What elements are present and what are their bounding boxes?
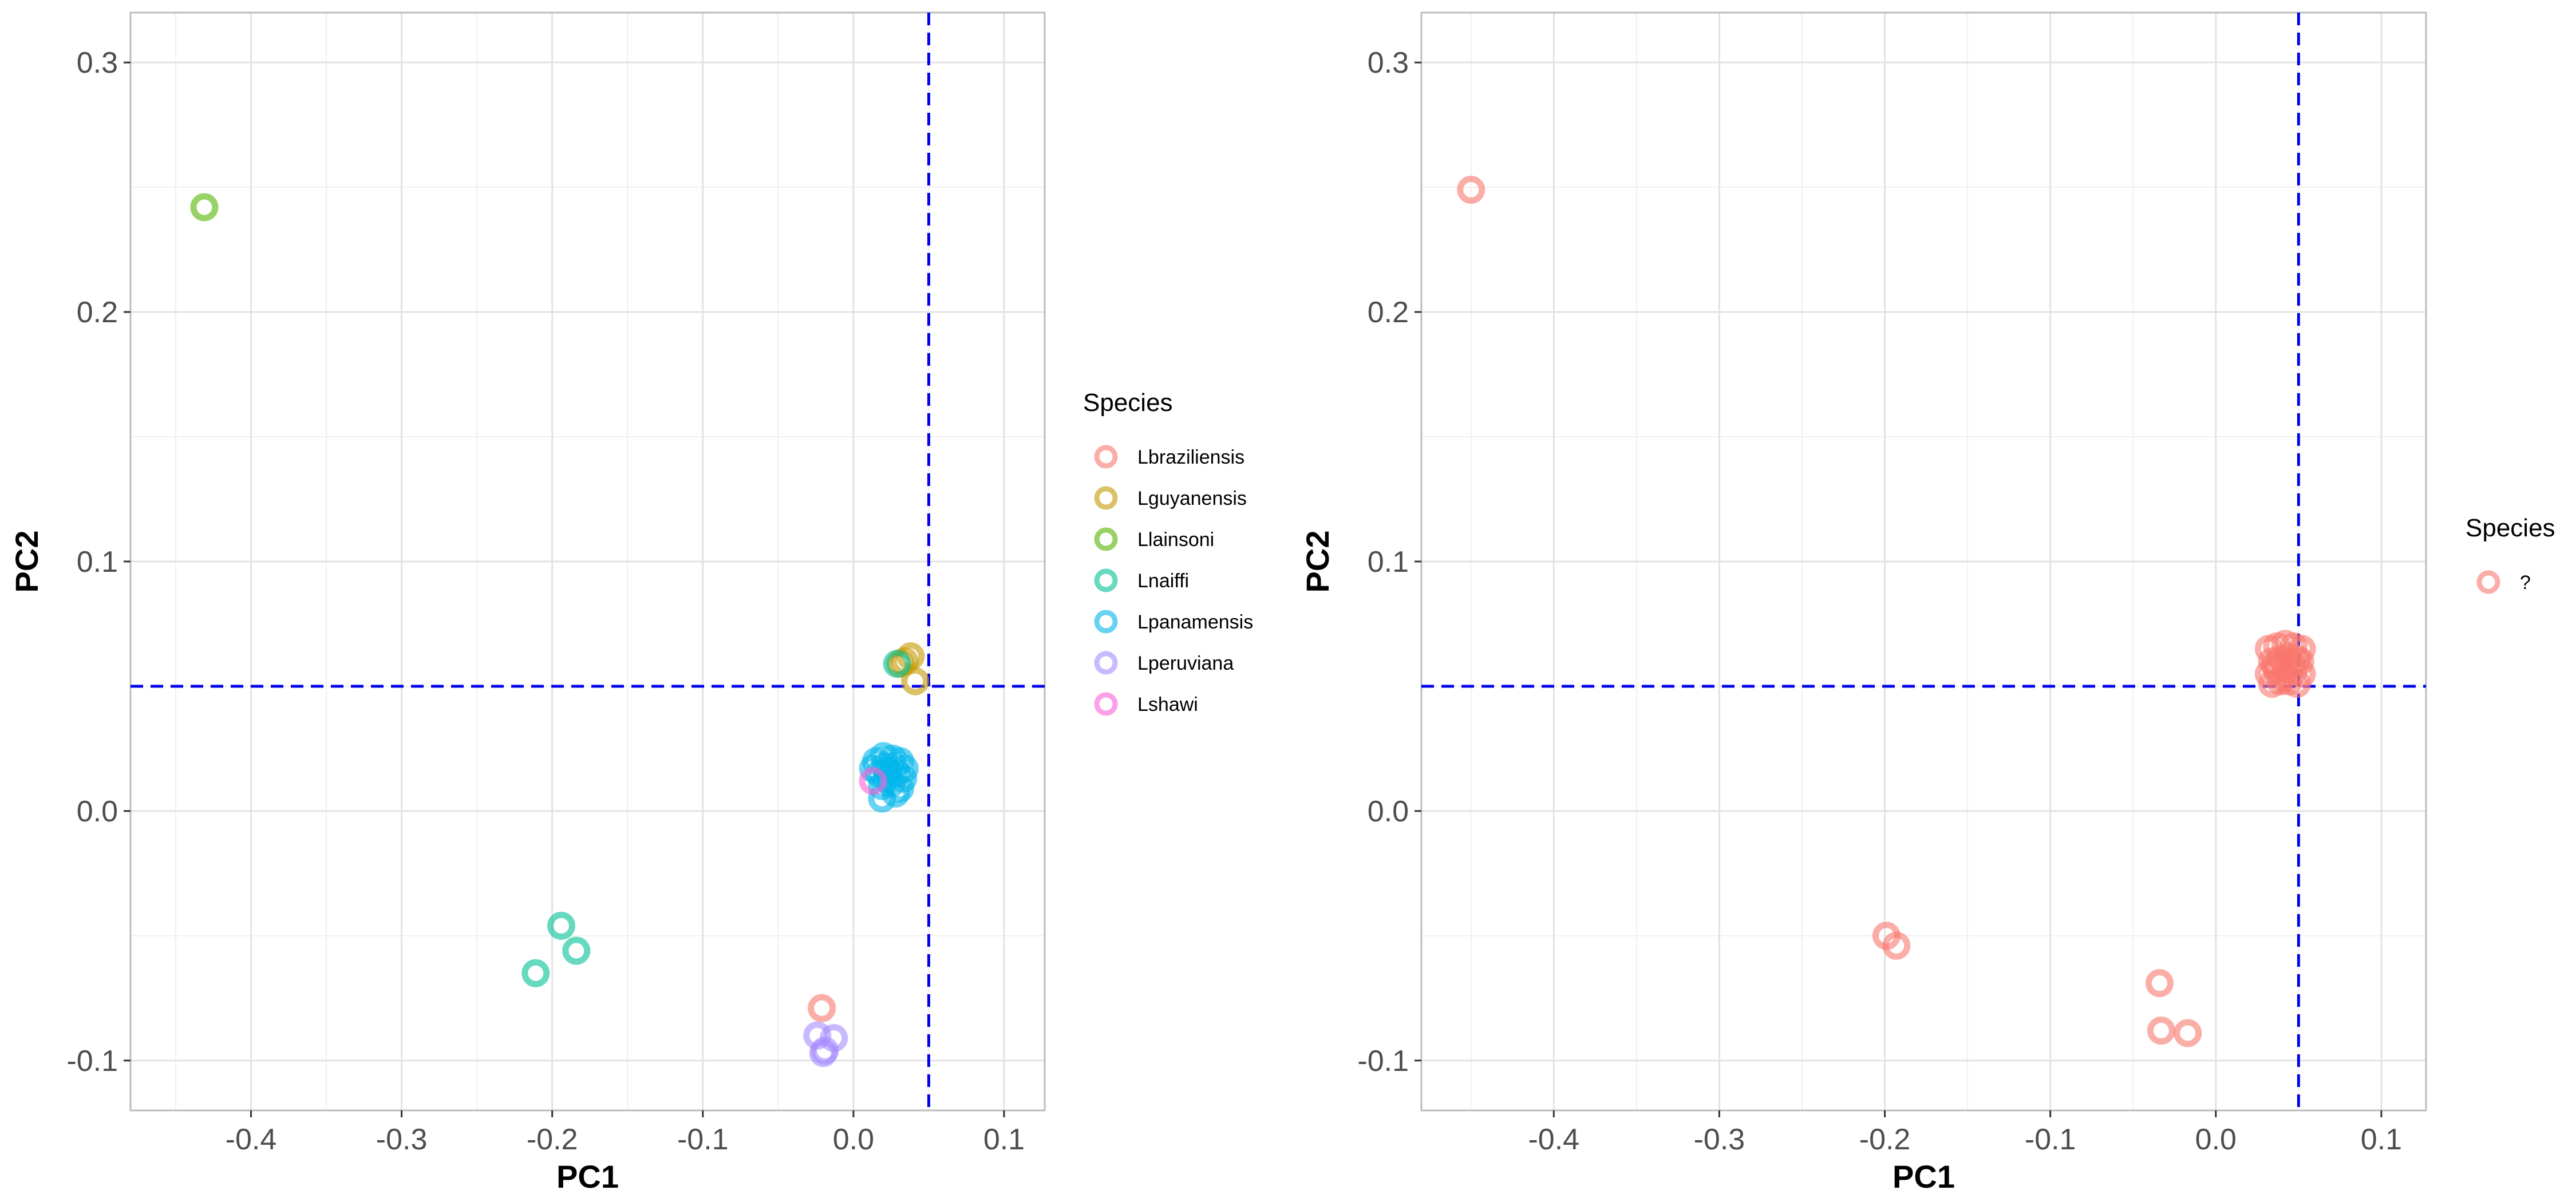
point-lshawi [859, 767, 887, 796]
y-tick-label: -0.1 [1357, 1045, 1409, 1078]
x-tick-label: 0.1 [983, 1123, 1025, 1156]
point-unknown [2147, 1017, 2175, 1045]
y-tick-label: 0.2 [1368, 296, 1409, 329]
point-unknown [2174, 1019, 2202, 1047]
x-tick-label: -0.3 [1694, 1123, 1745, 1156]
x-tick-label: 0.0 [833, 1123, 874, 1156]
chart-panel-1: -0.4 -0.3 -0.2 -0.1 0.0 0.1 -0.1 0.0 0.1 0.2 0.3 PC… [9, 11, 1253, 1195]
x-axis-title: PC1 [1893, 1158, 1955, 1195]
legend-label: Lguyanensis [1137, 488, 1247, 509]
point-lnaiffi [521, 959, 550, 987]
x-axis-title: PC1 [556, 1158, 619, 1195]
legend: Species Lbraziliensis Lguyanensis Llainsoni… [1083, 389, 1253, 716]
legend-key [2476, 570, 2500, 594]
point-lperuviana [809, 1039, 837, 1067]
point-lguyanensis [901, 667, 930, 695]
legend-key [1094, 486, 1118, 510]
y-tick-label: 0.3 [77, 46, 118, 80]
point-unknown [2269, 662, 2298, 691]
legend-key [1094, 445, 1118, 469]
legend-key [1094, 651, 1118, 675]
legend-key [1094, 568, 1118, 592]
x-tick-label: -0.1 [2025, 1123, 2076, 1156]
x-tick-label: -0.4 [226, 1123, 277, 1156]
chart-panel-2: -0.4 -0.3 -0.2 -0.1 0.0 0.1 -0.1 0.0 0.1 0.2 0.3 PC… [1299, 11, 2555, 1195]
legend: Species? [2466, 514, 2555, 594]
legend-label: Lpanamensis [1137, 611, 1253, 633]
x-tick-label: -0.4 [1528, 1123, 1579, 1156]
point-lnaiffi [562, 936, 591, 965]
point-llainsoni [190, 193, 219, 222]
x-tick-label: -0.1 [677, 1123, 729, 1156]
y-axis-title: PC2 [1299, 531, 1336, 593]
legend-label: Lbraziliensis [1137, 446, 1244, 468]
y-tick-label: -0.1 [66, 1045, 118, 1078]
point-lbraziliensis [808, 994, 836, 1022]
point-lpanamensis [872, 764, 901, 793]
point-lnaiffi [883, 650, 911, 678]
y-tick-label: 0.3 [1368, 46, 1409, 80]
x-tick-label: -0.3 [376, 1123, 428, 1156]
legend-label: Lperuviana [1137, 653, 1234, 674]
legend-key [1094, 610, 1118, 634]
y-tick-label: 0.0 [1368, 795, 1409, 828]
legend-key [1094, 527, 1118, 551]
legend-label: Lshawi [1137, 694, 1198, 715]
y-axis-title: PC2 [9, 531, 45, 593]
legend-title: Species [2466, 514, 2555, 542]
point-unknown [2286, 647, 2314, 675]
x-tick-label: -0.2 [527, 1123, 578, 1156]
point-unknown [1882, 931, 1911, 960]
legend-label: ? [2520, 572, 2531, 594]
y-tick-label: 0.1 [1368, 545, 1409, 579]
x-tick-label: -0.2 [1859, 1123, 1911, 1156]
legend-key [1094, 692, 1118, 716]
legend-label: Lnaiffi [1137, 570, 1189, 592]
point-unknown [2146, 969, 2174, 998]
y-tick-label: 0.1 [77, 545, 118, 579]
legend-label: Llainsoni [1137, 529, 1214, 551]
y-tick-label: 0.0 [77, 795, 118, 828]
point-unknown [1457, 175, 1485, 204]
x-tick-label: 0.0 [2195, 1123, 2237, 1156]
legend-title: Species [1083, 389, 1173, 417]
point-lnaiffi [547, 911, 575, 940]
x-tick-label: 0.1 [2361, 1123, 2402, 1156]
y-tick-label: 0.2 [77, 296, 118, 329]
